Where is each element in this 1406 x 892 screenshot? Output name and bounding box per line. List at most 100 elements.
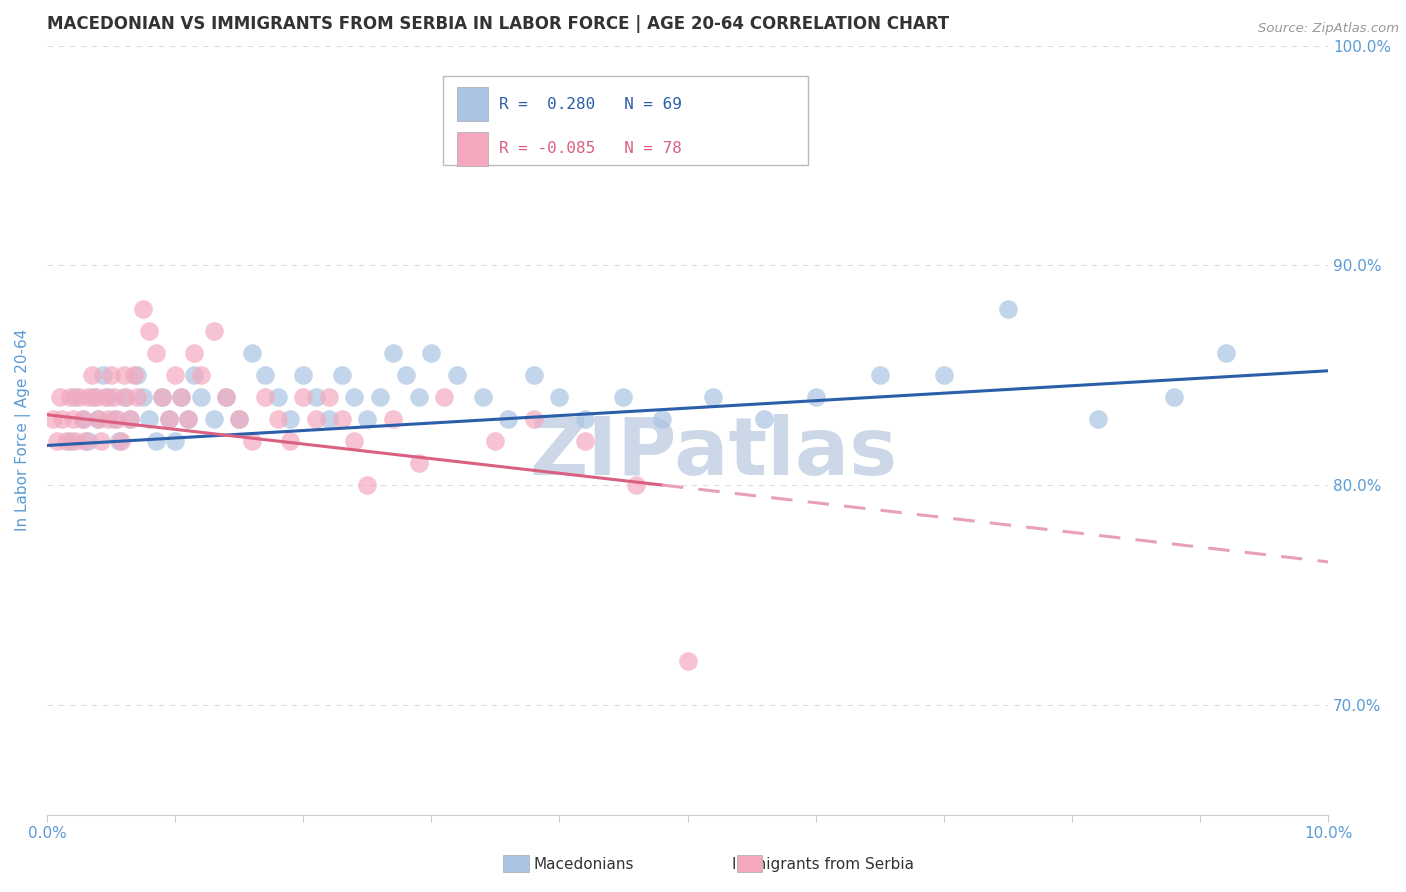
Point [112, 368, 135, 383]
Point [305, 390, 328, 404]
Point [165, 368, 187, 383]
Point [523, 412, 546, 426]
Point [125, 390, 148, 404]
Text: Immigrants from Serbia: Immigrants from Serbia [731, 857, 914, 872]
Point [120, 412, 142, 426]
Point [77, 390, 100, 404]
Point [381, 346, 404, 360]
Point [177, 412, 200, 426]
Point [150, 390, 173, 404]
Point [110, 434, 132, 448]
Point [496, 412, 519, 426]
Point [228, 412, 250, 426]
Point [266, 390, 288, 404]
Point [122, 368, 145, 383]
Point [1087, 412, 1109, 426]
Point [87, 412, 110, 426]
Point [523, 368, 546, 383]
Point [484, 434, 506, 448]
Point [292, 390, 315, 404]
Point [51, 412, 73, 426]
Point [381, 412, 404, 426]
Point [138, 324, 160, 338]
Text: R = -0.085   N = 78: R = -0.085 N = 78 [499, 142, 682, 156]
Point [72, 412, 94, 426]
Point [46, 434, 69, 448]
Point [63, 434, 86, 448]
Point [228, 412, 250, 426]
Point [170, 390, 193, 404]
Point [132, 302, 155, 317]
Point [997, 302, 1019, 317]
Point [125, 368, 148, 383]
Point [49, 390, 72, 404]
Y-axis label: In Labor Force | Age 20-64: In Labor Force | Age 20-64 [15, 329, 31, 532]
Point [183, 346, 205, 360]
Point [93, 390, 115, 404]
Point [170, 390, 193, 404]
Point [107, 412, 129, 426]
Point [202, 412, 225, 426]
Point [100, 368, 122, 383]
Point [869, 368, 891, 383]
Point [82, 390, 104, 404]
Point [115, 390, 138, 404]
Point [97, 390, 120, 404]
Point [368, 390, 391, 404]
Point [240, 434, 263, 448]
Point [343, 434, 366, 448]
Point [90, 434, 112, 448]
Point [72, 412, 94, 426]
Point [280, 434, 302, 448]
Point [145, 434, 167, 448]
Point [202, 324, 225, 338]
Point [59, 434, 82, 448]
Point [87, 412, 110, 426]
Point [145, 346, 167, 360]
Point [59, 390, 82, 404]
Point [356, 412, 378, 426]
Point [77, 434, 100, 448]
Point [408, 390, 430, 404]
Point [112, 390, 135, 404]
Point [157, 412, 180, 426]
Point [215, 390, 238, 404]
Point [75, 434, 97, 448]
Point [55, 434, 77, 448]
Point [177, 412, 200, 426]
Point [292, 368, 315, 383]
Point [138, 412, 160, 426]
Point [651, 412, 673, 426]
Point [190, 368, 212, 383]
Point [754, 412, 776, 426]
Point [165, 434, 187, 448]
Point [240, 346, 263, 360]
Text: R =  0.280   N = 69: R = 0.280 N = 69 [499, 97, 682, 112]
Text: ZIPatlas: ZIPatlas [529, 414, 897, 492]
Point [93, 368, 115, 383]
Point [42, 412, 65, 426]
Point [318, 390, 340, 404]
Point [266, 412, 288, 426]
Point [395, 368, 418, 383]
Point [343, 390, 366, 404]
Text: MACEDONIAN VS IMMIGRANTS FROM SERBIA IN LABOR FORCE | AGE 20-64 CORRELATION CHAR: MACEDONIAN VS IMMIGRANTS FROM SERBIA IN … [46, 15, 949, 33]
Point [676, 654, 699, 668]
Point [120, 412, 142, 426]
Point [804, 390, 827, 404]
Text: Macedonians: Macedonians [533, 857, 634, 872]
Point [103, 390, 125, 404]
Point [626, 478, 648, 492]
Point [97, 412, 120, 426]
Point [408, 456, 430, 470]
Point [84, 390, 107, 404]
Point [190, 390, 212, 404]
Point [471, 390, 494, 404]
Point [702, 390, 724, 404]
Text: Source: ZipAtlas.com: Source: ZipAtlas.com [1258, 22, 1399, 36]
Point [215, 390, 238, 404]
Point [574, 434, 596, 448]
Point [67, 390, 90, 404]
Point [305, 412, 328, 426]
Point [103, 412, 125, 426]
